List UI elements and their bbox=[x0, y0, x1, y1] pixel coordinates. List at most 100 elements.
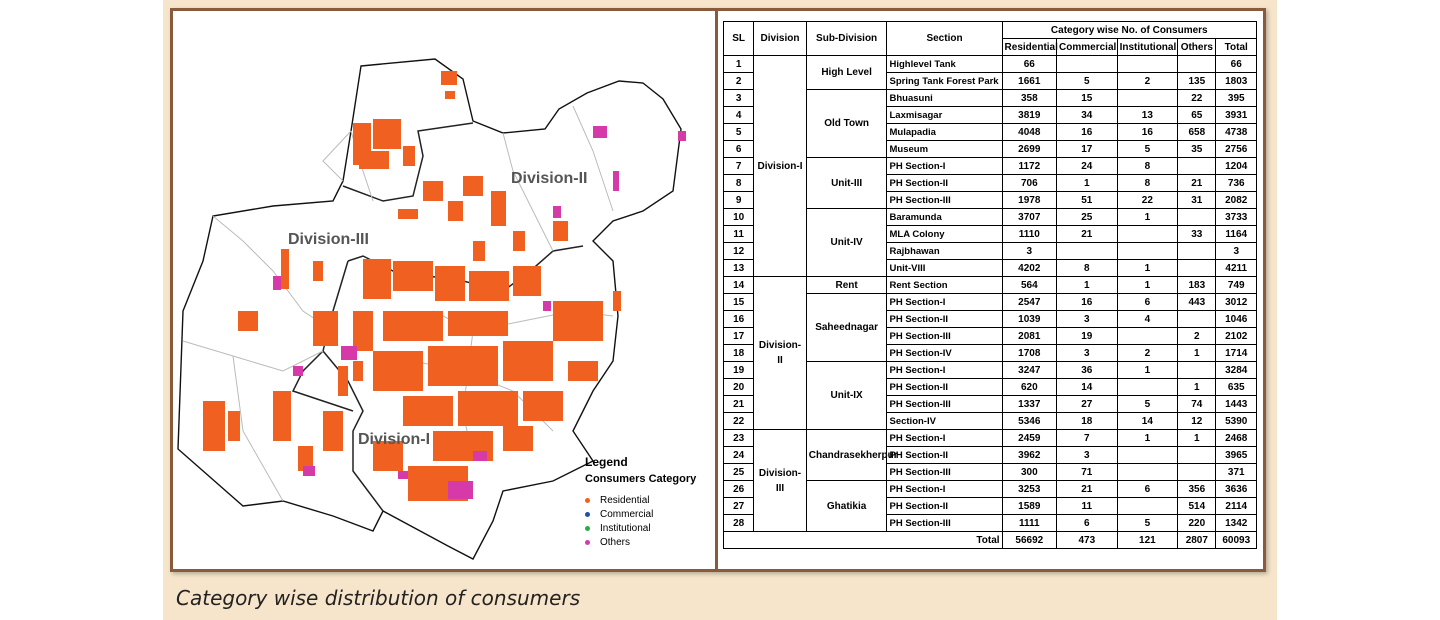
total-cell: 3931 bbox=[1215, 106, 1257, 124]
map-legend: Legend Consumers Category Residential Co… bbox=[585, 455, 696, 549]
table-row: 19 Unit-IX PH Section-I 3247 36 1 3284 bbox=[722, 361, 1257, 430]
commercial-cell: 7 bbox=[1056, 429, 1118, 447]
total-cell: 2468 bbox=[1215, 429, 1257, 447]
section-cell: PH Section-I bbox=[886, 429, 1003, 447]
total-cell: 3284 bbox=[1215, 361, 1257, 379]
sl-cell: 17 bbox=[722, 327, 755, 345]
sl-cell: 2 bbox=[722, 72, 755, 90]
others-cell: 1 bbox=[1177, 429, 1217, 447]
total-cell: 2114 bbox=[1215, 497, 1257, 515]
header-section: Section bbox=[886, 21, 1003, 56]
consumer-table-wrap: SL Division Sub-Division Section Categor… bbox=[722, 21, 1258, 549]
total-cell: 4738 bbox=[1215, 123, 1257, 141]
figure-caption: Category wise distribution of consumers bbox=[176, 586, 581, 610]
section-cell: Bhuasuni bbox=[886, 89, 1003, 107]
sl-cell: 3 bbox=[722, 89, 755, 107]
legend-title: Legend bbox=[585, 455, 628, 469]
commercial-cell: 25 bbox=[1056, 208, 1118, 226]
commercial-cell: 8 bbox=[1056, 259, 1118, 277]
total-cell: 3 bbox=[1215, 242, 1257, 260]
others-cell bbox=[1177, 208, 1217, 226]
commercial-cell: 17 bbox=[1056, 140, 1118, 158]
commercial-cell: 11 bbox=[1056, 497, 1118, 515]
commercial-cell: 19 bbox=[1056, 327, 1118, 345]
commercial-cell: 36 bbox=[1056, 361, 1118, 379]
sl-cell: 5 bbox=[722, 123, 755, 141]
sub-division-cell: Unit-IX bbox=[805, 361, 888, 430]
sl-cell: 14 bbox=[722, 276, 755, 294]
residential-cell: 1039 bbox=[1001, 310, 1058, 328]
commercial-cell: 34 bbox=[1056, 106, 1118, 124]
totals-row: Total 56692 473 121 2807 60093 bbox=[723, 531, 1257, 549]
section-cell: PH Section-II bbox=[886, 310, 1003, 328]
institutional-cell: 5 bbox=[1116, 395, 1179, 413]
section-cell: PH Section-III bbox=[886, 463, 1003, 481]
section-cell: Highlevel Tank bbox=[886, 55, 1003, 73]
residential-cell: 3247 bbox=[1001, 361, 1058, 379]
division-cell: Division-III bbox=[753, 429, 807, 532]
institutional-cell: 8 bbox=[1116, 157, 1179, 175]
residential-cell: 564 bbox=[1001, 276, 1058, 294]
residential-cell: 66 bbox=[1001, 55, 1058, 73]
total-cell: 3636 bbox=[1215, 480, 1257, 498]
residential-cell: 1661 bbox=[1001, 72, 1058, 90]
table-row: 11 MLA Colony 1110 21 33 1164 bbox=[722, 225, 1257, 243]
commercial-cell: 1 bbox=[1056, 276, 1118, 294]
institutional-cell: 1 bbox=[1116, 276, 1179, 294]
header-sl: SL bbox=[722, 21, 755, 56]
others-cell bbox=[1177, 446, 1217, 464]
sl-cell: 27 bbox=[722, 497, 755, 515]
commercial-cell: 3 bbox=[1056, 446, 1118, 464]
institutional-cell: 6 bbox=[1116, 293, 1179, 311]
others-cell: 33 bbox=[1177, 225, 1217, 243]
commercial-cell: 14 bbox=[1056, 378, 1118, 396]
institutional-cell bbox=[1116, 89, 1179, 107]
section-cell: PH Section-I bbox=[886, 157, 1003, 175]
division-ii-label: Division-II bbox=[511, 170, 588, 187]
division-boundary bbox=[291, 350, 354, 412]
residential-cell: 2547 bbox=[1001, 293, 1058, 311]
section-cell: Baramunda bbox=[886, 208, 1003, 226]
total-cell: 2102 bbox=[1215, 327, 1257, 345]
residential-cell: 4202 bbox=[1001, 259, 1058, 277]
section-cell: Laxmisagar bbox=[886, 106, 1003, 124]
table-row: 6 Museum 2699 17 5 35 2756 bbox=[722, 140, 1257, 158]
table-body: 1 Division-I High Level Highlevel Tank 66 66 2… bbox=[722, 55, 1257, 532]
legend-item-institutional: Institutional bbox=[585, 521, 696, 535]
commercial-cell: 21 bbox=[1056, 480, 1118, 498]
total-cell: 1204 bbox=[1215, 157, 1257, 175]
institutional-cell: 1 bbox=[1116, 361, 1179, 379]
others-cell: 2 bbox=[1177, 327, 1217, 345]
commercial-cell bbox=[1056, 55, 1118, 73]
institutional-cell bbox=[1116, 497, 1179, 515]
sl-cell: 22 bbox=[722, 412, 755, 430]
residential-cell: 3707 bbox=[1001, 208, 1058, 226]
sl-cell: 20 bbox=[722, 378, 755, 396]
commercial-dot-icon bbox=[585, 511, 590, 517]
total-cell: 749 bbox=[1215, 276, 1257, 294]
sl-cell: 21 bbox=[722, 395, 755, 413]
table-row: 12 Rajbhawan 3 3 bbox=[722, 242, 1257, 260]
residential-cell: 1589 bbox=[1001, 497, 1058, 515]
others-cell: 74 bbox=[1177, 395, 1217, 413]
commercial-cell: 3 bbox=[1056, 310, 1118, 328]
sl-cell: 11 bbox=[722, 225, 755, 243]
others-cell bbox=[1177, 55, 1217, 73]
residential-cell: 1110 bbox=[1001, 225, 1058, 243]
others-cell: 21 bbox=[1177, 174, 1217, 192]
panel-divider bbox=[715, 11, 718, 569]
total-cell: 5390 bbox=[1215, 412, 1257, 430]
residential-cell: 1708 bbox=[1001, 344, 1058, 362]
section-cell: PH Section-II bbox=[886, 174, 1003, 192]
sl-cell: 9 bbox=[722, 191, 755, 209]
others-dot-icon bbox=[585, 539, 590, 545]
header-residential: Residential bbox=[1001, 38, 1058, 56]
sub-division-cell: Ghatikia bbox=[805, 480, 888, 532]
total-institutional: 121 bbox=[1116, 531, 1179, 549]
others-cell: 135 bbox=[1177, 72, 1217, 90]
institutional-cell: 1 bbox=[1116, 208, 1179, 226]
legend-item-residential: Residential bbox=[585, 493, 696, 507]
total-cell: 736 bbox=[1215, 174, 1257, 192]
consumer-table: SL Division Sub-Division Section Categor… bbox=[722, 21, 1258, 549]
division-iii-label: Division-III bbox=[288, 231, 369, 248]
